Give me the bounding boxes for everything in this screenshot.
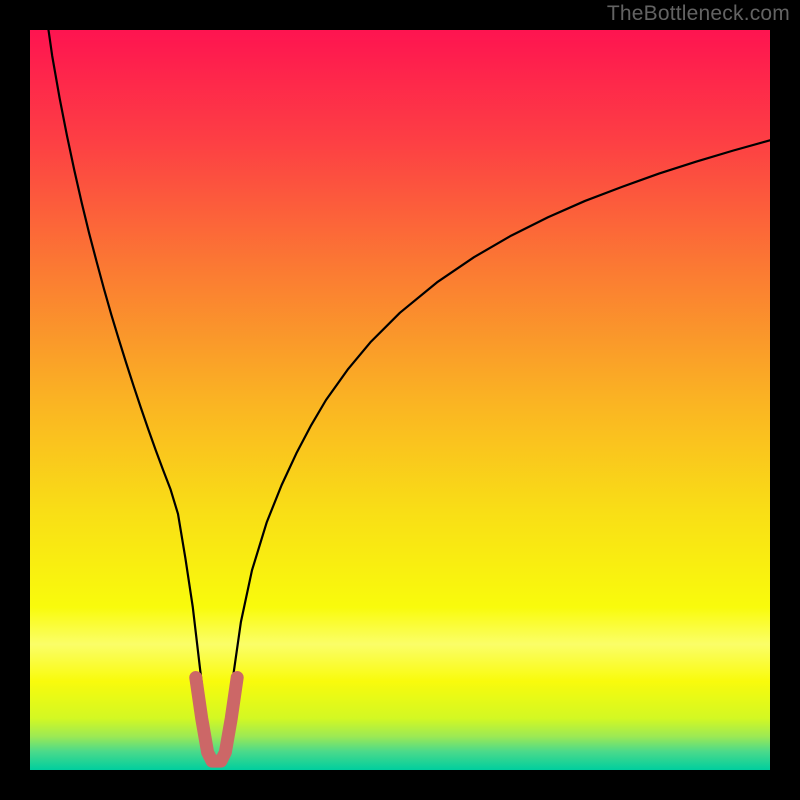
watermark-text: TheBottleneck.com	[607, 2, 790, 26]
chart-background	[30, 30, 770, 770]
bottleneck-chart	[0, 0, 800, 800]
